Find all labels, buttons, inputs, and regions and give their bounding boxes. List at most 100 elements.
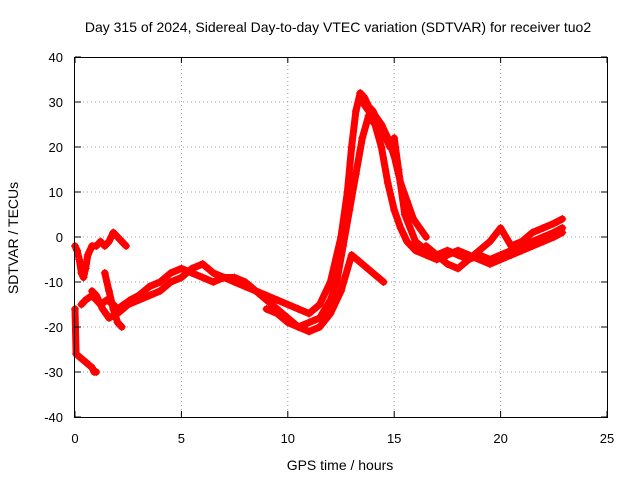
x-tick-label: 5 [178, 431, 185, 446]
series-track-f [422, 215, 567, 273]
data-point [251, 287, 260, 295]
data-point [77, 300, 86, 309]
data-point [339, 242, 348, 250]
x-tick-label: 25 [600, 431, 614, 446]
data-point [454, 264, 463, 273]
data-point [358, 98, 367, 106]
y-tick-label: -20 [44, 320, 63, 335]
data-point [358, 260, 367, 268]
data-point [113, 233, 122, 241]
data-point [383, 134, 392, 142]
data-point [305, 318, 314, 327]
data-point [337, 287, 345, 295]
data-point [88, 287, 97, 295]
data-point [396, 179, 405, 187]
data-point [347, 143, 356, 151]
data-point [72, 350, 81, 358]
data-point [409, 215, 418, 223]
data-point [432, 251, 441, 259]
y-tick-label: 20 [49, 140, 63, 155]
data-point [558, 228, 567, 237]
data-point [496, 255, 505, 264]
data-point [454, 246, 463, 255]
data-point [209, 269, 218, 277]
data-point [379, 278, 388, 286]
data-point [415, 224, 424, 232]
data-point [549, 233, 558, 241]
data-point [134, 296, 143, 304]
data-point [390, 152, 399, 160]
data-point [166, 269, 175, 277]
data-point [198, 273, 207, 282]
data-point [368, 269, 377, 277]
data-point [77, 269, 86, 277]
data-point [402, 237, 411, 246]
data-point [422, 242, 431, 250]
data-point [113, 318, 122, 327]
data-point [92, 291, 101, 300]
data-point [88, 363, 97, 372]
x-tick-label: 0 [71, 431, 78, 446]
data-point [475, 246, 484, 255]
data-point [294, 323, 303, 331]
data-point [283, 300, 292, 309]
data-point [109, 228, 118, 237]
data-point [209, 278, 218, 286]
series-track-e [358, 98, 431, 241]
data-point [198, 260, 207, 268]
data-point [79, 273, 88, 282]
data-point [156, 278, 165, 286]
x-axis-label: GPS time / hours [287, 457, 394, 473]
data-point [539, 224, 548, 232]
data-point [351, 107, 360, 115]
data-point [377, 143, 386, 151]
x-tick-label: 20 [493, 431, 507, 446]
data-point [390, 206, 399, 214]
data-point [496, 224, 505, 232]
data-point [81, 296, 90, 304]
data-point [92, 242, 101, 250]
data-point [517, 246, 526, 255]
chart-title: Day 315 of 2024, Sidereal Day-to-day VTE… [85, 19, 592, 35]
data-point [241, 282, 250, 291]
data-point [528, 228, 537, 237]
data-point [507, 251, 516, 259]
data-point [177, 273, 186, 282]
data-point [98, 305, 107, 313]
y-axis-label: SDTVAR / TECUs [5, 182, 21, 294]
x-tick-label: 15 [387, 431, 401, 446]
data-point [549, 219, 558, 228]
data-point [230, 278, 239, 286]
data-point [262, 305, 271, 313]
data-point [105, 287, 114, 295]
y-tick-label: 40 [49, 50, 63, 65]
data-point [105, 237, 114, 246]
data-point [145, 291, 154, 300]
data-point [145, 282, 154, 291]
data-point [411, 237, 420, 246]
plot-frame [74, 57, 608, 418]
data-point [332, 278, 341, 286]
data-point [411, 246, 420, 255]
y-tick-label: -30 [44, 365, 63, 380]
data-point [377, 120, 386, 129]
data-point [105, 314, 114, 322]
plot-area [71, 89, 567, 376]
y-tick-label: -10 [44, 275, 63, 290]
series-track-g [100, 269, 126, 331]
data-point [345, 206, 354, 214]
data-point [92, 368, 101, 376]
data-point [315, 323, 324, 331]
data-point [177, 264, 186, 273]
data-point [475, 255, 484, 264]
data-point [117, 323, 126, 331]
data-point [109, 305, 118, 313]
y-tick-label: 30 [49, 95, 63, 110]
data-point [443, 260, 452, 268]
y-axis-ticks: -40 -30 -20 -10 0 10 20 30 40 [44, 50, 607, 425]
data-point [81, 264, 90, 273]
data-point [96, 237, 105, 246]
data-point [305, 309, 314, 318]
data-point [422, 233, 431, 241]
